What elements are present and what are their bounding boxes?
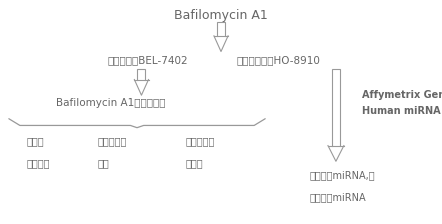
Text: 体外细胞侵: 体外细胞侵	[186, 136, 215, 146]
Bar	[217, 22, 225, 36]
Bar	[332, 69, 340, 146]
Text: 单克隆: 单克隆	[27, 136, 44, 146]
Text: 袭实验: 袭实验	[186, 159, 203, 168]
Text: Bafilomycin A1: Bafilomycin A1	[174, 9, 268, 22]
Text: 凋亡形态学: 凋亡形态学	[97, 136, 126, 146]
Text: 形成实验: 形成实验	[27, 159, 50, 168]
Text: 检查: 检查	[97, 159, 109, 168]
Bar	[137, 69, 145, 80]
Text: Human miRNA Array: Human miRNA Array	[362, 106, 442, 116]
Text: Affymetrix GeneChip: Affymetrix GeneChip	[362, 90, 442, 100]
Text: 分析差异miRNA,得: 分析差异miRNA,得	[309, 170, 375, 180]
Text: 到共敏感miRNA: 到共敏感miRNA	[309, 192, 366, 202]
Text: 肝癌细胞系BEL-7402: 肝癌细胞系BEL-7402	[108, 56, 188, 65]
Text: Bafilomycin A1的抑癌效果: Bafilomycin A1的抑癌效果	[56, 98, 165, 108]
Text: 卵巢癌细胞系HO-8910: 卵巢癌细胞系HO-8910	[236, 56, 320, 65]
